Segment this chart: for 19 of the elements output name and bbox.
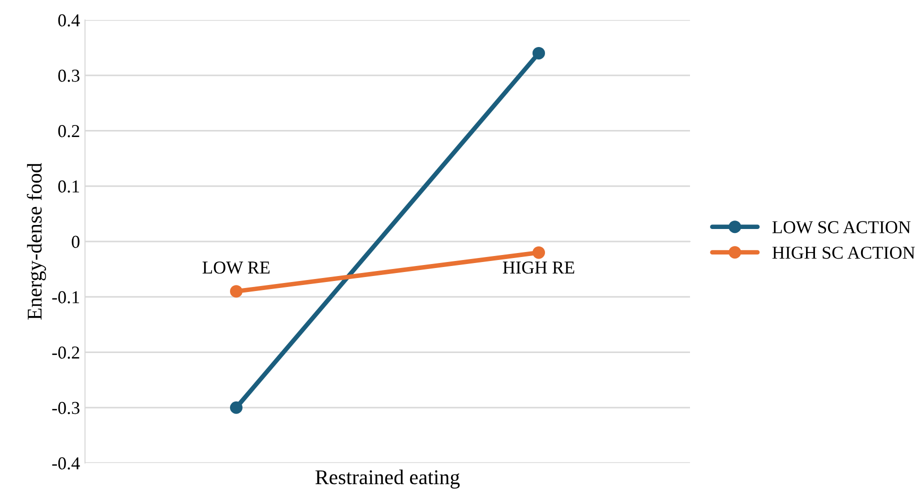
y-tick-label: -0.1: [52, 291, 80, 304]
y-tick-label: 0: [72, 236, 80, 248]
x-tick-label: HIGH RE: [502, 262, 574, 274]
y-tick-label: -0.4: [52, 457, 80, 470]
y-tick-label: -0.3: [52, 402, 80, 414]
y-tick-label: 0.3: [58, 70, 80, 82]
point: [230, 285, 242, 298]
point: [532, 46, 545, 60]
legend-label: HIGH SC ACTION: [772, 246, 915, 259]
legend-label: LOW SC ACTION: [772, 221, 911, 234]
y-tick-label: 0.1: [58, 180, 80, 193]
y-tick-label: 0.4: [58, 14, 80, 27]
y-axis-title: Energy-dense food: [26, 162, 46, 320]
x-axis-title: Restrained eating: [315, 470, 460, 489]
x-tick-label: LOW RE: [202, 262, 270, 274]
y-tick-label: -0.2: [52, 346, 80, 359]
point: [230, 401, 242, 414]
point: [532, 246, 545, 259]
y-tick-label: 0.2: [58, 125, 80, 138]
